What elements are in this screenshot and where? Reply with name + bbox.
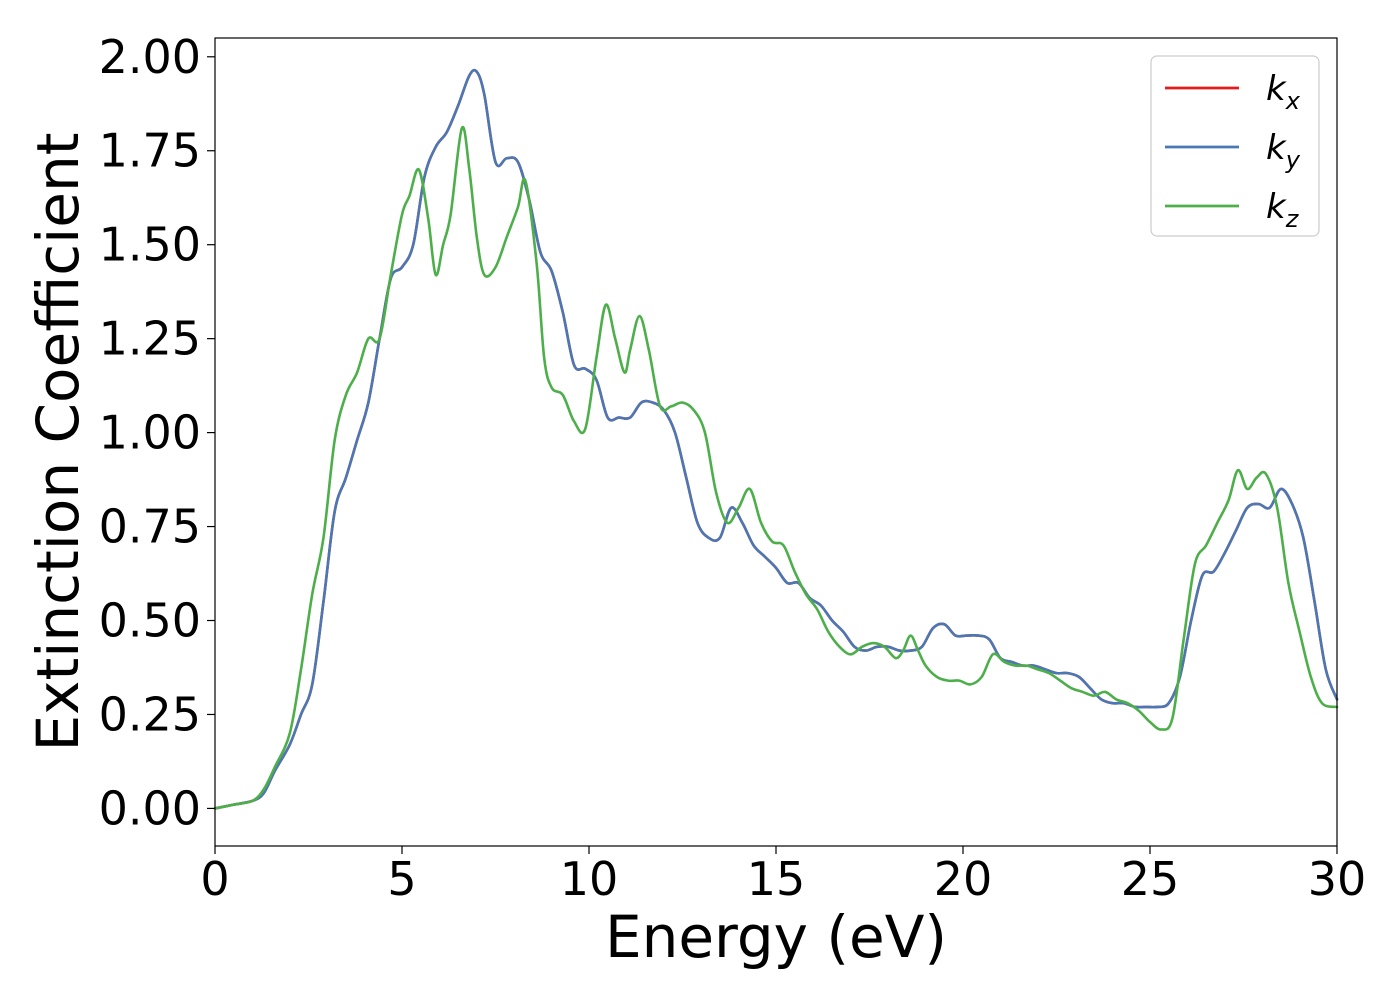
y-tick-label: 1.00 (99, 406, 201, 460)
legend-label-kx: kx (1266, 69, 1301, 115)
x-tick-label: 5 (387, 852, 416, 906)
x-axis-title: Energy (eV) (605, 903, 947, 971)
series-layer (213, 68, 1339, 810)
series-line-ky (213, 68, 1339, 810)
x-tick-label: 20 (934, 852, 993, 906)
y-tick-label: 0.25 (99, 687, 201, 741)
y-tick-label: 0.50 (99, 594, 201, 648)
y-tick-label: 2.00 (99, 30, 201, 84)
x-tick-label: 30 (1308, 852, 1367, 906)
y-tick-label: 1.50 (99, 218, 201, 272)
y-tick-label: 0.00 (99, 781, 201, 835)
y-axis-ticks: 0.00 0.25 0.50 0.75 1.00 1.25 1.50 1.75 2.00 (99, 30, 215, 835)
x-tick-label: 0 (200, 852, 229, 906)
y-axis-title: Extinction Coefficient (24, 133, 92, 752)
legend-label-kz: kz (1266, 187, 1300, 233)
y-tick-label: 1.25 (99, 312, 201, 366)
y-tick-label: 1.75 (99, 124, 201, 178)
legend: kx ky kz (1150, 55, 1320, 237)
x-axis-ticks: 0 5 10 15 20 25 30 (200, 846, 1366, 906)
x-tick-label: 25 (1121, 852, 1180, 906)
x-tick-label: 15 (747, 852, 806, 906)
y-tick-label: 0.75 (99, 500, 201, 554)
legend-label-ky: ky (1266, 128, 1301, 174)
x-tick-label: 10 (560, 852, 619, 906)
series-line-kz (213, 125, 1339, 810)
